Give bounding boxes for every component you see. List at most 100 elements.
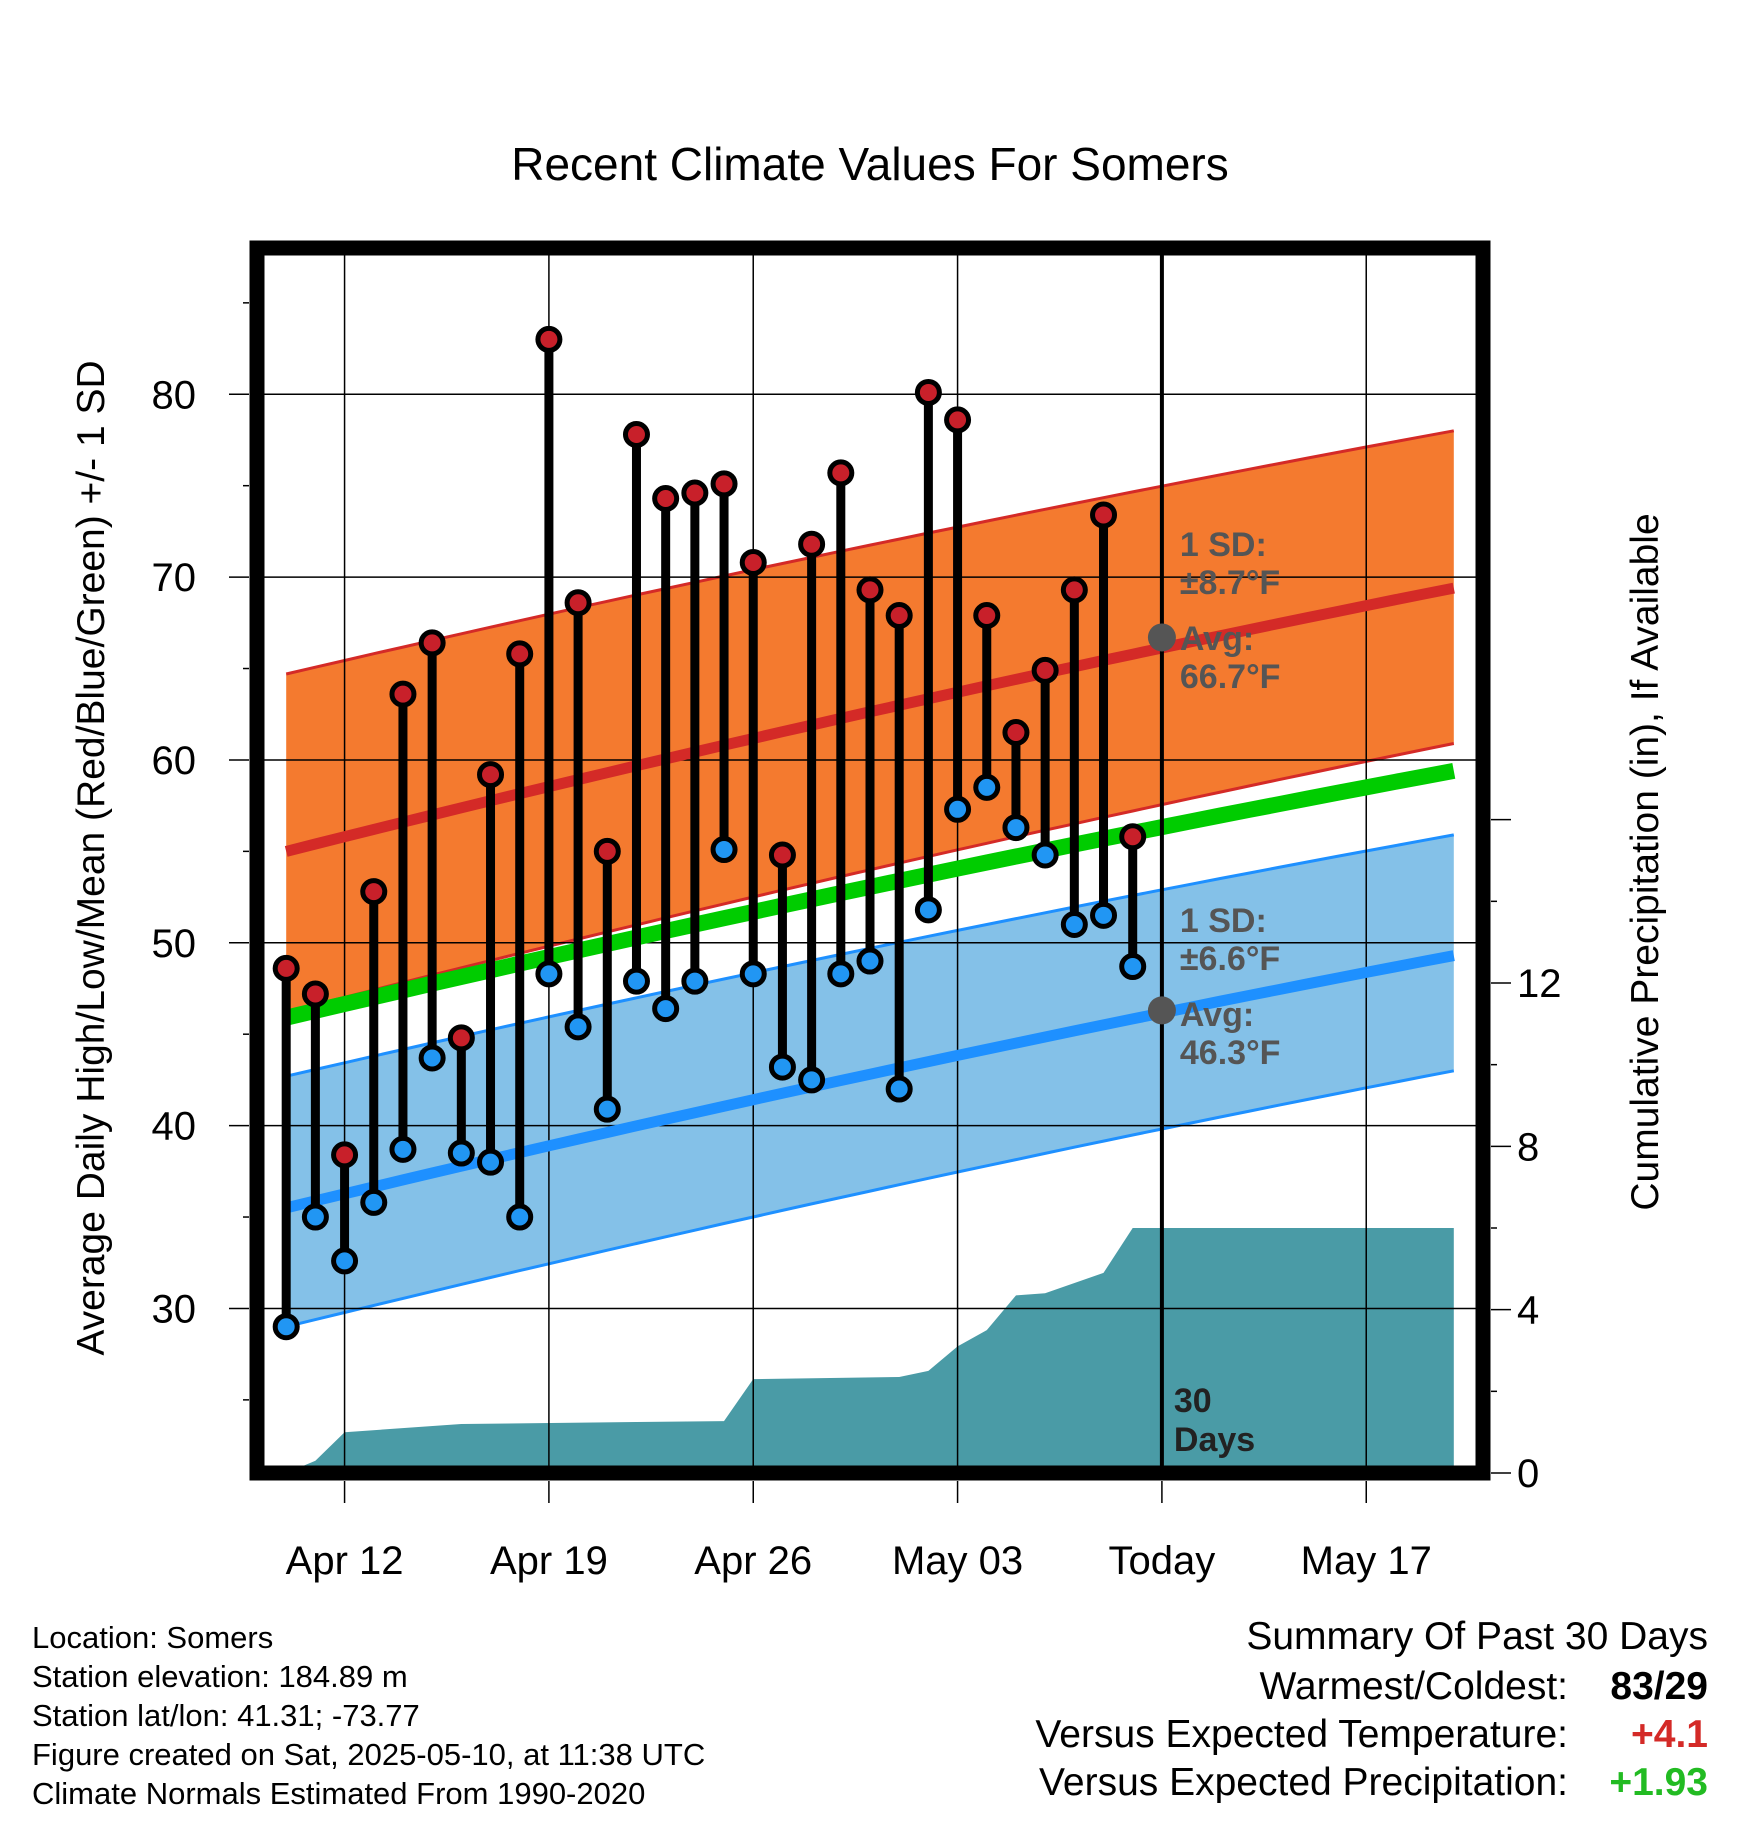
daily-high-point — [593, 837, 621, 865]
high-avg-value: 66.7°F — [1180, 658, 1281, 696]
right-axis: 0 4 8 12 — [1491, 818, 1562, 1496]
daily-high-point — [768, 841, 796, 869]
daily-high-point — [1119, 823, 1147, 851]
y-tick-label: 40 — [152, 1105, 197, 1149]
x-tick-label: May 03 — [892, 1539, 1023, 1583]
daily-low-point — [535, 960, 563, 988]
daily-high-point — [973, 602, 1001, 629]
high-sd-label: 1 SD: — [1180, 526, 1267, 564]
daily-low-point — [331, 1247, 359, 1275]
daily-high-point — [681, 479, 709, 507]
daily-low-point — [1119, 953, 1147, 981]
y2-axis-title: Cumulative Precipitation (in), If Availa… — [1624, 513, 1667, 1210]
latlon-text: Station lat/lon: 41.31; -73.77 — [32, 1698, 420, 1733]
warmest-value: 83/29 — [1610, 1665, 1708, 1708]
temp-anomaly-label: Versus Expected Temperature: — [1035, 1713, 1568, 1756]
temp-anomaly-value: +4.1 — [1631, 1713, 1708, 1756]
daily-low-point — [1090, 901, 1118, 929]
chart-title: Recent Climate Values For Somers — [511, 138, 1229, 190]
daily-low-point — [885, 1075, 913, 1103]
y2-tick-label: 12 — [1517, 962, 1562, 1006]
created-text: Figure created on Sat, 2025-05-10, at 11… — [32, 1737, 706, 1772]
y-tick-label: 80 — [152, 373, 197, 417]
daily-low-point — [301, 1203, 329, 1231]
daily-high-point — [1031, 656, 1059, 684]
y-tick-label: 30 — [152, 1287, 197, 1331]
daily-low-point — [593, 1095, 621, 1123]
summary-panel: Summary Of Past 30 Days Warmest/Coldest:… — [1035, 1615, 1708, 1805]
low-avg-today-marker — [1147, 996, 1176, 1025]
low-avg-value: 46.3°F — [1180, 1034, 1281, 1072]
x-tick-label: Apr 12 — [286, 1539, 404, 1583]
daily-high-point — [331, 1141, 359, 1169]
daily-high-point — [389, 680, 417, 708]
daily-high-point — [301, 980, 329, 1008]
daily-low-point — [973, 773, 1001, 801]
daily-low-point — [360, 1188, 388, 1216]
precip-anomaly-label: Versus Expected Precipitation: — [1039, 1761, 1568, 1804]
daily-low-point — [681, 967, 709, 995]
days-count-text: 30 — [1174, 1382, 1212, 1420]
daily-high-point — [914, 378, 942, 406]
daily-low-point — [477, 1148, 505, 1176]
low-avg-label: Avg: — [1180, 996, 1254, 1034]
y-tick-label: 60 — [152, 739, 197, 783]
daily-high-point — [885, 602, 913, 629]
x-tick-label: Today — [1109, 1539, 1216, 1583]
daily-high-point — [798, 530, 826, 558]
daily-bars — [272, 325, 1147, 1341]
summary-row-warmest: Warmest/Coldest: 83/29 — [1035, 1665, 1708, 1709]
daily-low-point — [506, 1203, 534, 1231]
daily-high-point — [827, 459, 855, 487]
high-sd-value: ±8.7°F — [1180, 564, 1280, 602]
summary-row-precip: Versus Expected Precipitation: +1.93 — [1035, 1761, 1708, 1805]
plot-frame — [249, 240, 1491, 1481]
daily-low-point — [944, 795, 972, 823]
daily-high-point — [506, 640, 534, 668]
x-tick-label: Apr 26 — [694, 1539, 812, 1583]
daily-high-point — [477, 761, 505, 789]
daily-low-point — [418, 1044, 446, 1072]
daily-high-point — [272, 954, 300, 982]
x-axis: Apr 12 Apr 19 Apr 26 May 03 Today May 17 — [286, 1481, 1432, 1583]
daily-high-point — [564, 589, 592, 617]
daily-low-point — [564, 1013, 592, 1041]
daily-high-point — [622, 420, 650, 448]
y-tick-label: 50 — [152, 922, 197, 966]
x-tick-label: Apr 19 — [490, 1539, 608, 1583]
daily-high-point — [739, 548, 767, 576]
daily-low-point — [856, 947, 884, 975]
y2-tick-label: 8 — [1517, 1125, 1539, 1169]
daily-low-point — [798, 1066, 826, 1094]
x-axis-title: Day — [834, 1603, 905, 1610]
daily-low-point — [1031, 841, 1059, 869]
high-upper-edge — [285, 429, 1455, 676]
daily-high-point — [360, 878, 388, 906]
high-annotation: 1 SD:±8.7°F Avg:66.7°F — [1180, 526, 1281, 696]
high-avg-label: Avg: — [1180, 620, 1254, 658]
y-axis-title: Average Daily High/Low/Mean (Red/Blue/Gr… — [70, 360, 113, 1355]
low-sd-label: 1 SD: — [1180, 902, 1267, 940]
daily-high-point — [856, 576, 884, 604]
summary-row-temp: Versus Expected Temperature: +4.1 — [1035, 1713, 1708, 1757]
daily-low-point — [1002, 814, 1030, 842]
y2-tick-label: 4 — [1517, 1289, 1539, 1333]
daily-low-point — [652, 995, 680, 1023]
daily-high-point — [652, 484, 680, 512]
daily-low-point — [622, 967, 650, 995]
normals-period-text: Climate Normals Estimated From 1990-2020 — [32, 1776, 646, 1811]
daily-low-point — [447, 1139, 475, 1167]
daily-high-point — [1002, 719, 1030, 747]
days-word-text: Days — [1174, 1421, 1255, 1459]
summary-title: Summary Of Past 30 Days — [1246, 1615, 1708, 1658]
low-annotation: 1 SD:±6.6°F Avg:46.3°F — [1180, 902, 1281, 1072]
y2-tick-label: 0 — [1517, 1452, 1539, 1496]
daily-low-point — [1060, 910, 1088, 938]
elevation-text: Station elevation: 184.89 m — [32, 1659, 408, 1694]
daily-high-point — [447, 1024, 475, 1052]
daily-low-point — [768, 1053, 796, 1081]
daily-low-point — [914, 896, 942, 924]
daily-low-point — [827, 960, 855, 988]
